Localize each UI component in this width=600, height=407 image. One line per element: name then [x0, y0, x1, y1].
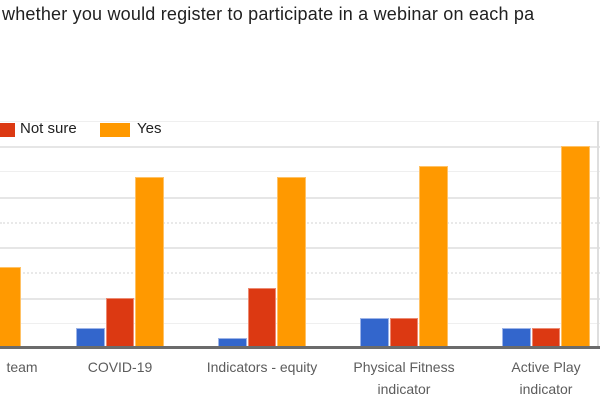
x-axis-label-active-play-indicator: Active Play indicator [511, 359, 581, 397]
bar-indicators-equity-yes[interactable] [277, 176, 306, 349]
gridline-17.5 [0, 171, 600, 173]
gridline-20 [0, 146, 600, 149]
legend-label-yes: Yes [137, 120, 162, 137]
x-axis-label-team: team [6, 359, 38, 375]
x-axis-line [0, 346, 600, 349]
gridline-22.5 [0, 120, 600, 122]
bar-physical-fitness-indicator-series[interactable] [360, 317, 389, 349]
legend-swatch-yes [100, 123, 130, 137]
bar-covid-19-not-sure[interactable] [105, 297, 135, 349]
bar-team-yes[interactable] [0, 267, 21, 349]
chart-title: whether you would register to participat… [2, 4, 535, 24]
bar-covid-19-series[interactable] [76, 328, 105, 349]
bar-active-play-indicator-yes[interactable] [561, 146, 590, 349]
bar-indicators-equity-not-sure[interactable] [247, 287, 277, 349]
bar-active-play-indicator-series[interactable] [502, 328, 531, 349]
bar-physical-fitness-indicator-not-sure[interactable] [389, 317, 419, 349]
bar-physical-fitness-indicator-yes[interactable] [419, 166, 448, 349]
x-axis-label-indicators-equity: Indicators - equity [206, 359, 318, 375]
bar-indicators-equity-series[interactable] [218, 338, 247, 349]
x-axis-label-physical-fitness-indicator: Physical Fitness indicator [353, 359, 455, 397]
x-axis-label-covid-19: COVID-19 [87, 359, 153, 375]
plot-right-border [597, 120, 599, 347]
legend-label-not-sure: Not sure [20, 120, 77, 137]
bar-covid-19-yes[interactable] [135, 176, 164, 349]
legend-swatch-not-sure [0, 123, 15, 137]
bar-active-play-indicator-not-sure[interactable] [531, 328, 561, 349]
